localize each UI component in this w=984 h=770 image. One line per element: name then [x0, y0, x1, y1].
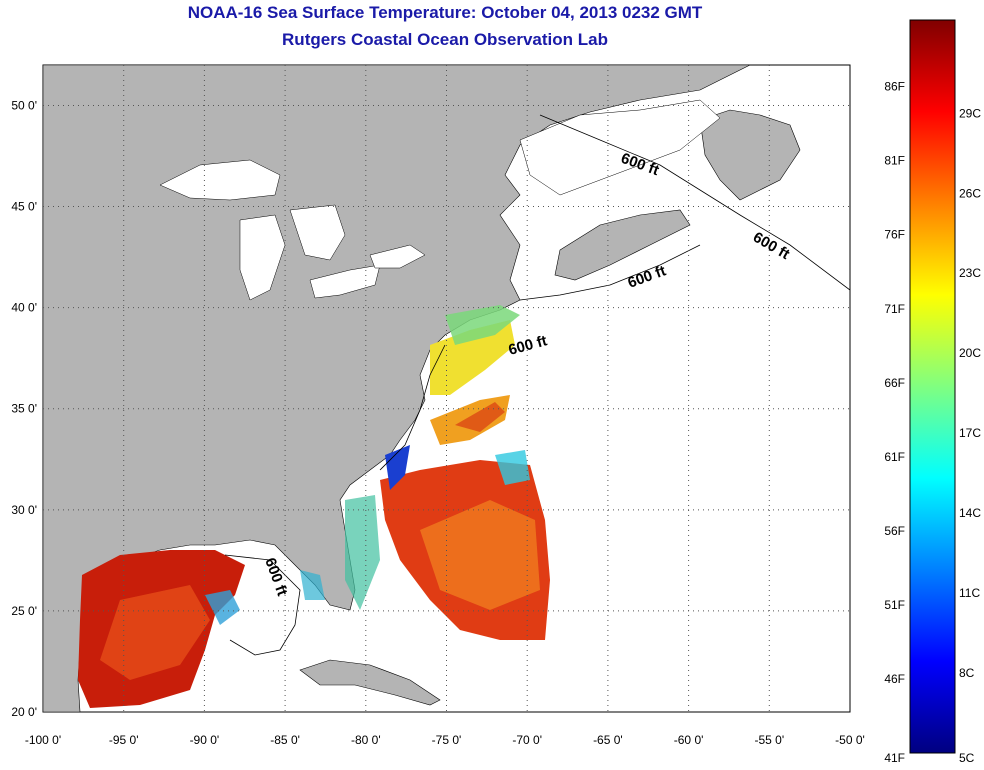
colorbar-f-label: 81F	[884, 154, 905, 168]
colorbar-c-label: 26C	[959, 186, 981, 200]
land-nova-scotia	[554, 209, 691, 281]
lat-tick-label: 45 0'	[11, 200, 37, 214]
lon-tick-label: -75 0'	[432, 733, 462, 747]
lon-tick-label: -85 0'	[270, 733, 300, 747]
colorbar-c-label: 11C	[959, 586, 980, 600]
lon-tick-label: -55 0'	[754, 733, 784, 747]
colorbar-c-label: 17C	[959, 426, 981, 440]
lat-tick-label: 20 0'	[11, 705, 37, 719]
lon-tick-label: -90 0'	[190, 733, 220, 747]
colorbar-f-label: 66F	[884, 376, 905, 390]
colorbar-f-label: 61F	[884, 450, 905, 464]
lat-tick-label: 35 0'	[11, 402, 37, 416]
sst-data	[78, 305, 550, 708]
lat-tick-label: 25 0'	[11, 604, 37, 618]
colorbar-f-label: 41F	[884, 751, 905, 765]
colorbar-c-label: 8C	[959, 666, 975, 680]
lon-tick-label: -80 0'	[351, 733, 381, 747]
colorbar-c-label: 23C	[959, 266, 981, 280]
lon-tick-label: -60 0'	[674, 733, 704, 747]
colorbar-c-label: 20C	[959, 346, 981, 360]
land-newfoundland	[699, 109, 801, 201]
colorbar-f-label: 46F	[884, 672, 905, 686]
colorbar-c-label: 5C	[959, 751, 975, 765]
map-subtitle: Rutgers Coastal Ocean Observation Lab	[282, 30, 608, 49]
map-title: NOAA-16 Sea Surface Temperature: October…	[187, 3, 703, 22]
colorbar-c-label: 29C	[959, 106, 981, 120]
lat-tick-label: 30 0'	[11, 503, 37, 517]
isobath-600ft	[224, 114, 850, 656]
colorbar-f-label: 56F	[884, 524, 905, 538]
lat-tick-label: 40 0'	[11, 301, 37, 315]
colorbar-f-label: 86F	[884, 80, 905, 94]
lon-tick-label: -50 0'	[835, 733, 865, 747]
lon-tick-label: -70 0'	[512, 733, 542, 747]
lon-tick-label: -65 0'	[593, 733, 623, 747]
lat-tick-label: 50 0'	[11, 98, 37, 112]
colorbar-f-label: 76F	[884, 228, 905, 242]
colorbar-f-label: 71F	[884, 302, 905, 316]
great-lakes	[159, 99, 721, 301]
land-cuba	[299, 659, 441, 706]
colorbar-f-label: 51F	[884, 598, 905, 612]
lon-tick-label: -100 0'	[25, 733, 61, 747]
colorbar-c-label: 14C	[959, 506, 981, 520]
lon-tick-label: -95 0'	[109, 733, 139, 747]
colorbar	[909, 19, 956, 754]
